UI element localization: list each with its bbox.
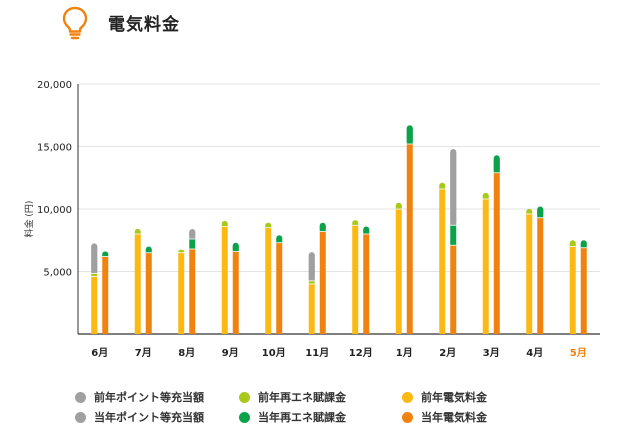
bar-segment-fill: [580, 243, 587, 248]
bar-segment-fill: [232, 245, 239, 252]
bar-segment-fill: [265, 225, 272, 228]
lightbulb-icon: [62, 6, 88, 40]
legend-label-prev-elec: 前年電気料金: [421, 391, 487, 404]
x-tick-label: 8月: [178, 347, 195, 359]
bar-segment-fill: [102, 254, 109, 257]
chart-svg: 5,000 10,000 15,000 20,000 料金 (円) 6月 7月 8月 9月 10月…: [23, 80, 600, 359]
bar-segment-fill: [493, 158, 500, 173]
y-tick-label: 5,000: [43, 268, 72, 279]
bar-segment-fill: [145, 249, 152, 253]
legend-item-curr-elec: 当年電気料金: [402, 410, 487, 426]
x-tick-label: 3月: [483, 347, 500, 359]
bar-segment-fill: [319, 225, 326, 232]
legend-label-curr-renew: 当年再エネ賦課金: [258, 411, 346, 424]
x-tick-label: 6月: [91, 347, 108, 359]
legend-item-curr-point: 当年ポイント等充当額: [75, 410, 204, 426]
bar-segment-prev_elec: [482, 199, 489, 334]
y-tick-label: 15,000: [37, 143, 72, 154]
legend-label-curr-elec: 当年電気料金: [421, 411, 487, 424]
bar-segment-prev_elec: [526, 214, 533, 334]
bar-segment-fill: [526, 212, 533, 214]
bar-segment-curr_elec: [493, 172, 500, 334]
legend-swatch-curr-point: [75, 411, 86, 423]
bar-segment-fill: [395, 205, 402, 209]
legend-swatch-prev-point: [75, 391, 86, 403]
bar-segment-fill: [221, 223, 228, 227]
bar-segment-prev_elec: [178, 252, 185, 334]
bar-segment-curr_elec: [450, 245, 457, 334]
bar-segment-prev_elec: [439, 189, 446, 334]
legend-item-prev-renew: 前年再エネ賦課金: [239, 390, 346, 406]
x-tick-label: 7月: [135, 347, 152, 359]
bar-segment-curr_elec: [102, 256, 109, 334]
chart-legend: 前年ポイント等充当額 当年ポイント等充当額 前年再エネ賦課金 当年再エネ賦課金 …: [75, 386, 595, 430]
bar-segment-fill: [308, 255, 315, 281]
bar-segment-prev_renew: [178, 249, 185, 253]
bar-segment-curr_elec: [406, 144, 413, 334]
legend-label-prev-renew: 前年再エネ賦課金: [258, 391, 346, 404]
x-tick-label: 5月: [570, 347, 587, 359]
x-tick-label: 10月: [262, 347, 286, 359]
bar-segment-fill: [569, 243, 576, 247]
x-tick-label: 2月: [439, 347, 456, 359]
bar-segment-fill: [363, 229, 370, 234]
bar-segment-fill: [482, 195, 489, 199]
y-tick-label: 20,000: [37, 80, 72, 91]
y-axis-label: 料金 (円): [23, 201, 35, 238]
page-header: 電気料金: [0, 0, 617, 48]
bar-segment-curr_elec: [276, 242, 283, 334]
bar-segment-prev_renew: [308, 280, 315, 284]
bar-segment-curr_elec: [232, 251, 239, 334]
bar-segment-fill: [189, 232, 196, 239]
page-title: 電気料金: [108, 15, 180, 35]
bar-segment-curr_elec: [145, 252, 152, 334]
x-tick-label: 11月: [305, 347, 329, 359]
legend-swatch-curr-renew: [239, 411, 250, 423]
bar-segment-curr_renew: [189, 239, 196, 249]
bar-segment-fill: [276, 238, 283, 243]
bar-segment-fill: [352, 223, 359, 226]
legend-swatch-prev-elec: [402, 391, 413, 403]
bar-segment-fill: [134, 232, 141, 234]
legend-item-prev-elec: 前年電気料金: [402, 390, 487, 406]
bar-segment-curr_elec: [363, 234, 370, 334]
bar-segment-fill: [406, 128, 413, 144]
legend-swatch-curr-elec: [402, 411, 413, 423]
bar-segment-prev_elec: [569, 246, 576, 334]
bar-segment-prev_elec: [352, 225, 359, 334]
legend-label-curr-point: 当年ポイント等充当額: [94, 411, 204, 424]
bar-segment-fill: [450, 152, 457, 226]
bar-segment-fill: [439, 185, 446, 189]
bar-segment-prev_elec: [134, 234, 141, 334]
x-tick-label: 1月: [396, 347, 413, 359]
legend-item-prev-point: 前年ポイント等充当額: [75, 390, 204, 406]
bar-segment-curr_elec: [537, 217, 544, 334]
bar-segment-curr_renew: [450, 225, 457, 246]
bar-segment-prev_elec: [395, 209, 402, 334]
bar-segment-curr_elec: [189, 249, 196, 334]
bar-segment-fill: [91, 246, 98, 274]
legend-swatch-prev-renew: [239, 391, 250, 403]
x-tick-label: 9月: [222, 347, 239, 359]
legend-item-curr-renew: 当年再エネ賦課金: [239, 410, 346, 426]
bar-segment-prev_elec: [91, 276, 98, 334]
electricity-cost-chart: 5,000 10,000 15,000 20,000 料金 (円) 6月 7月 8月 9月 10月…: [0, 48, 617, 378]
bar-segment-prev_elec: [308, 284, 315, 334]
bar-segment-fill: [537, 209, 544, 218]
x-tick-label: 12月: [349, 347, 373, 359]
bar-segment-curr_elec: [319, 231, 326, 334]
bar-segment-curr_elec: [580, 247, 587, 334]
y-tick-label: 10,000: [37, 205, 72, 216]
legend-label-prev-point: 前年ポイント等充当額: [94, 391, 204, 404]
bar-segment-prev_renew: [91, 273, 98, 277]
bar-segment-prev_elec: [265, 227, 272, 334]
x-tick-label: 4月: [526, 347, 543, 359]
bar-segment-prev_elec: [221, 226, 228, 334]
